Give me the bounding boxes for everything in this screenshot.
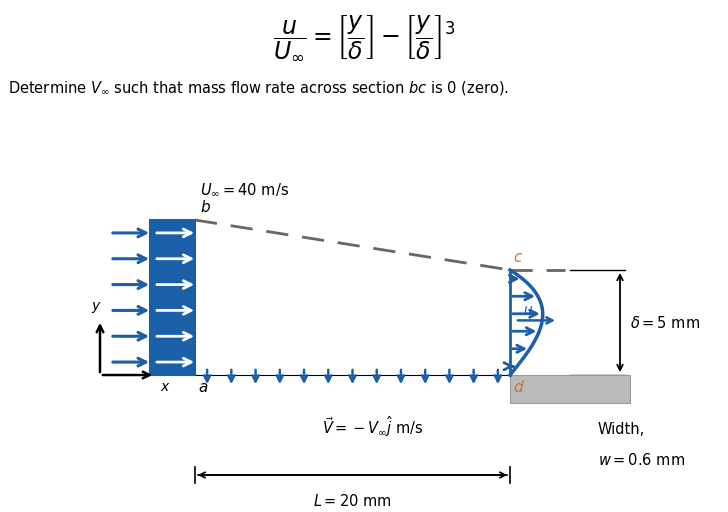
Text: $u$: $u$ [523,304,533,317]
Text: y: y [91,299,99,313]
Text: Width,: Width, [598,422,645,437]
Text: d: d [513,380,523,395]
Text: x: x [160,380,168,394]
Text: c: c [513,250,521,265]
Text: $\vec{V} = -V_{\infty}\hat{j}$ m/s: $\vec{V} = -V_{\infty}\hat{j}$ m/s [322,415,424,439]
Bar [150,220,195,375]
Text: a: a [198,380,207,395]
Text: $U_{\infty} = 40$ m/s: $U_{\infty} = 40$ m/s [200,182,289,198]
Text: $\dfrac{u}{U_{\infty}} = \left[\dfrac{y}{\delta}\right] - \left[\dfrac{y}{\delta: $\dfrac{u}{U_{\infty}} = \left[\dfrac{y}… [273,14,455,62]
Text: Determine $V_{\infty}$ such that mass flow rate across section $bc$ is 0 (zero).: Determine $V_{\infty}$ such that mass fl… [8,79,509,97]
Text: $w = 0.6$ mm: $w = 0.6$ mm [598,452,685,468]
Bar [510,375,630,403]
Text: $L = 20$ mm: $L = 20$ mm [313,493,392,509]
Text: b: b [200,200,210,215]
Text: $\delta = 5$ mm: $\delta = 5$ mm [630,314,700,331]
